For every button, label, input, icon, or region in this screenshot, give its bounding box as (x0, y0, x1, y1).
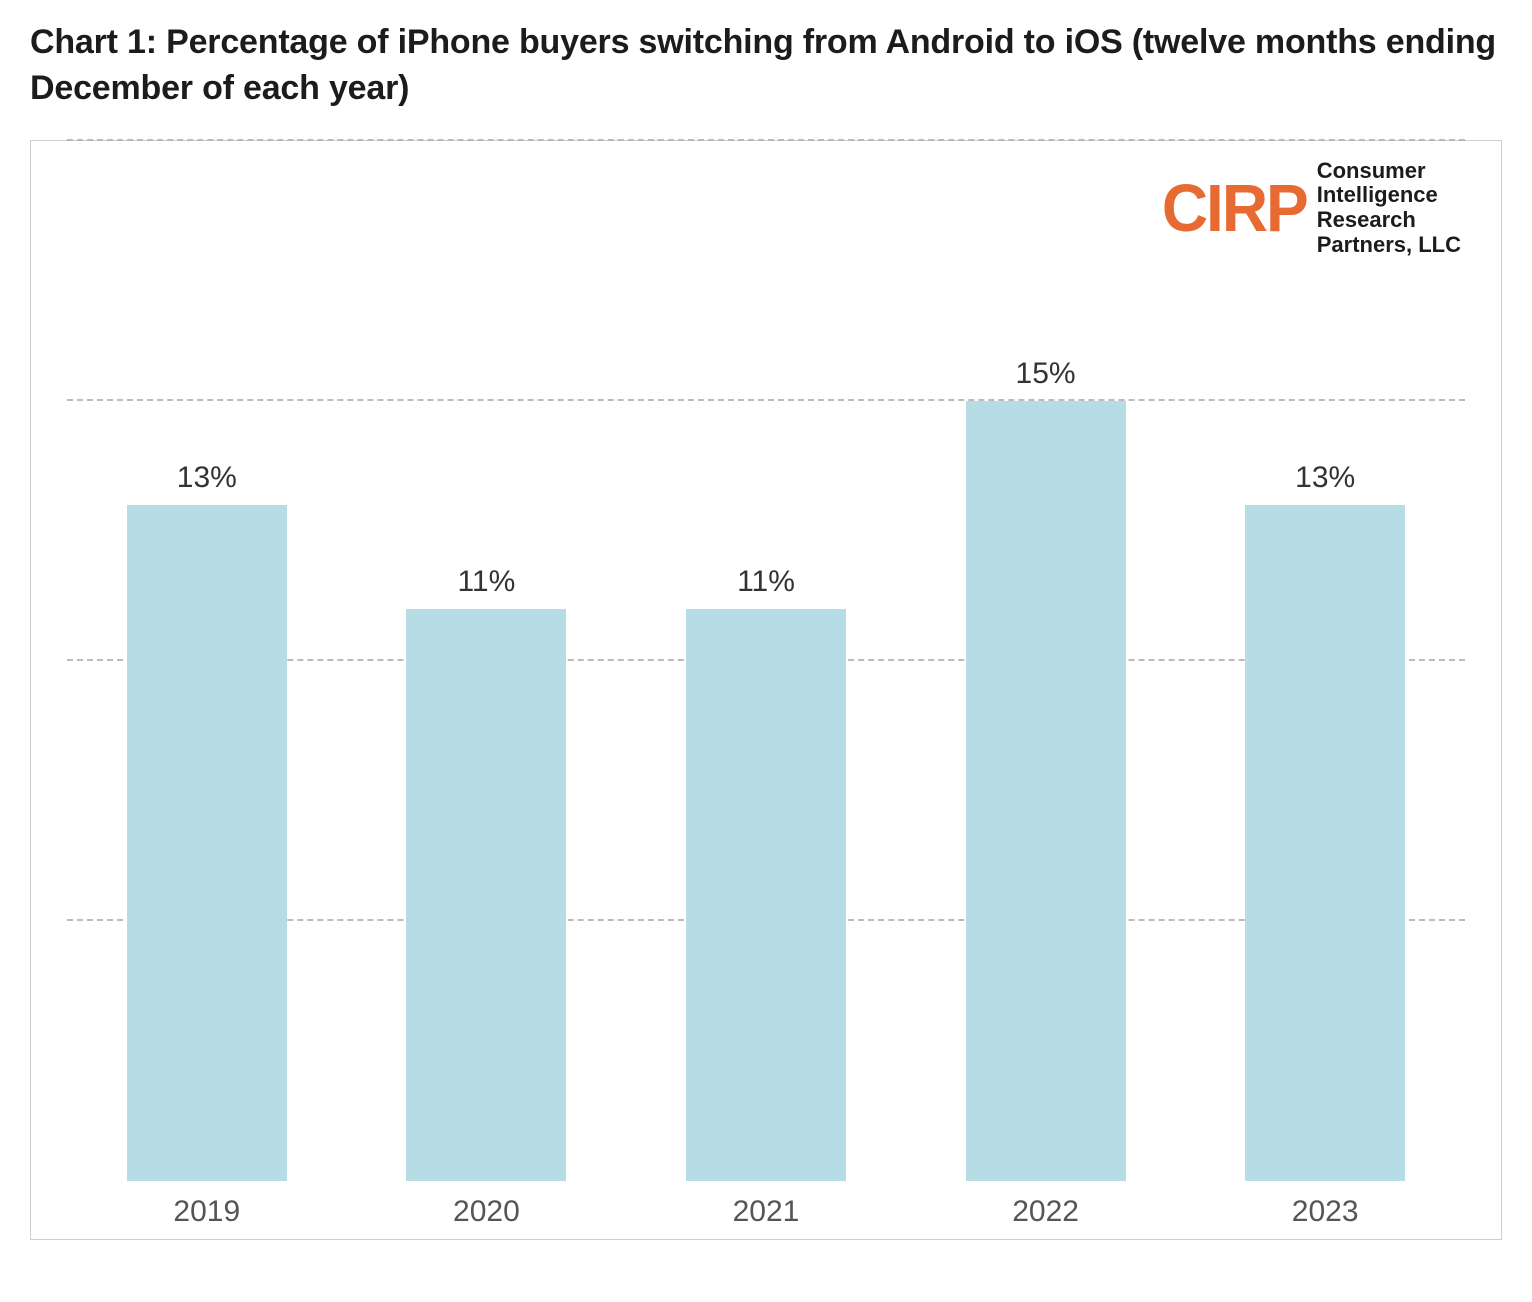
cirp-logo-text-line: Intelligence (1317, 183, 1461, 208)
bar-slot: 11% (626, 141, 906, 1181)
cirp-logo-text: ConsumerIntelligenceResearchPartners, LL… (1317, 159, 1461, 258)
x-tick-label: 2019 (67, 1181, 347, 1239)
bar-slot: 11% (347, 141, 627, 1181)
x-tick-label: 2021 (626, 1181, 906, 1239)
chart-title: Chart 1: Percentage of iPhone buyers swi… (30, 20, 1502, 112)
x-tick-label: 2022 (906, 1181, 1186, 1239)
cirp-logo-text-line: Consumer (1317, 159, 1461, 184)
cirp-logo-text-line: Partners, LLC (1317, 233, 1461, 258)
bars-container: 13% 11% 11% 15% 13% (67, 141, 1465, 1181)
bar: 13% (127, 505, 287, 1181)
cirp-logo-text-line: Research (1317, 208, 1461, 233)
bar-value-label: 13% (177, 461, 237, 495)
chart-frame: 13% 11% 11% 15% 13% 20192020202120222023 CIR… (30, 140, 1502, 1240)
bar-value-label: 13% (1295, 461, 1355, 495)
bar-slot: 13% (67, 141, 347, 1181)
x-tick-label: 2023 (1185, 1181, 1465, 1239)
cirp-logo-mark: CIRP (1162, 174, 1307, 241)
bar: 11% (686, 609, 846, 1181)
bar-value-label: 11% (457, 565, 515, 599)
bar: 13% (1245, 505, 1405, 1181)
x-axis: 20192020202120222023 (67, 1181, 1465, 1239)
bar-value-label: 15% (1016, 357, 1076, 391)
bar-value-label: 11% (737, 565, 795, 599)
bar-slot: 15% (906, 141, 1186, 1181)
page: Chart 1: Percentage of iPhone buyers swi… (0, 0, 1532, 1302)
x-tick-label: 2020 (347, 1181, 627, 1239)
bar: 11% (406, 609, 566, 1181)
cirp-logo: CIRP ConsumerIntelligenceResearchPartner… (1162, 159, 1461, 258)
bar: 15% (966, 401, 1126, 1181)
bar-slot: 13% (1185, 141, 1465, 1181)
